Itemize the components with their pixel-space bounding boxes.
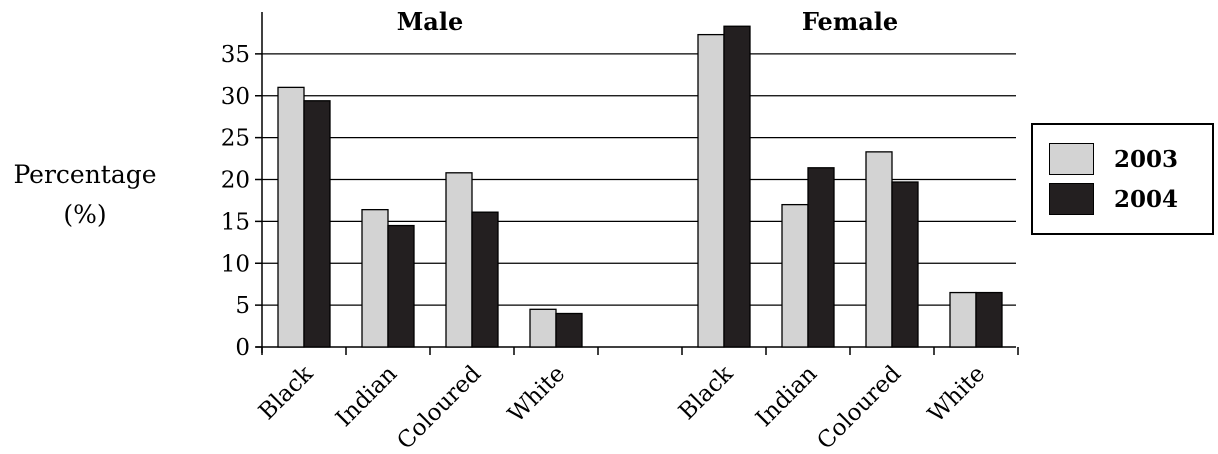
bar-male-indian-2004 (387, 224, 415, 348)
y-tick-label-15: 15 (221, 209, 250, 235)
y-tick-label-30: 30 (221, 84, 250, 110)
panel-title-male: Male (397, 7, 464, 36)
bar-female-white-2004 (975, 291, 1003, 348)
x-tick-label-male-indian: Indian (331, 361, 402, 432)
bar-male-white-2003 (529, 308, 557, 348)
x-tick-label-female-indian: Indian (751, 361, 822, 432)
x-tick-label-male-coloured: Coloured (392, 361, 486, 454)
y-tick-label-10: 10 (221, 251, 250, 277)
y-tick-label-20: 20 (221, 168, 250, 194)
bar-female-coloured-2003 (865, 151, 893, 348)
bar-male-coloured-2003 (445, 172, 473, 348)
x-tick-label-female-white: White (923, 361, 990, 428)
legend-item-2003: 2003 (1049, 143, 1178, 175)
y-tick-label-25: 25 (221, 126, 250, 152)
bar-female-black-2004 (723, 25, 751, 348)
x-tick-label-female-black: Black (674, 360, 739, 425)
bar-female-white-2003 (949, 291, 977, 348)
legend-item-2004: 2004 (1049, 183, 1178, 215)
legend-swatch-2003 (1049, 143, 1094, 175)
bar-male-coloured-2004 (471, 211, 499, 348)
x-tick-label-female-coloured: Coloured (812, 361, 906, 454)
x-tick-label-male-black: Black (254, 360, 319, 425)
bar-male-black-2004 (303, 100, 331, 348)
bar-female-black-2003 (697, 33, 725, 348)
x-tick-label-male-white: White (503, 361, 570, 428)
legend-label-2003: 2003 (1114, 145, 1179, 173)
chart-legend: 2003 2004 (1031, 123, 1214, 235)
bar-female-indian-2003 (781, 203, 809, 348)
bar-male-white-2004 (555, 312, 583, 348)
bar-female-indian-2004 (807, 167, 835, 348)
panel-title-female: Female (802, 7, 898, 36)
bar-male-black-2003 (277, 86, 305, 348)
y-tick-label-5: 5 (235, 293, 250, 319)
y-tick-label-0: 0 (235, 335, 250, 361)
legend-label-2004: 2004 (1114, 185, 1179, 213)
bar-male-indian-2003 (361, 208, 389, 348)
legend-swatch-2004 (1049, 183, 1094, 215)
y-axis-label-line2: (%) (63, 200, 107, 229)
y-axis-label-line1: Percentage (13, 160, 157, 189)
bar-female-coloured-2004 (891, 181, 919, 348)
y-tick-label-35: 35 (221, 42, 250, 68)
